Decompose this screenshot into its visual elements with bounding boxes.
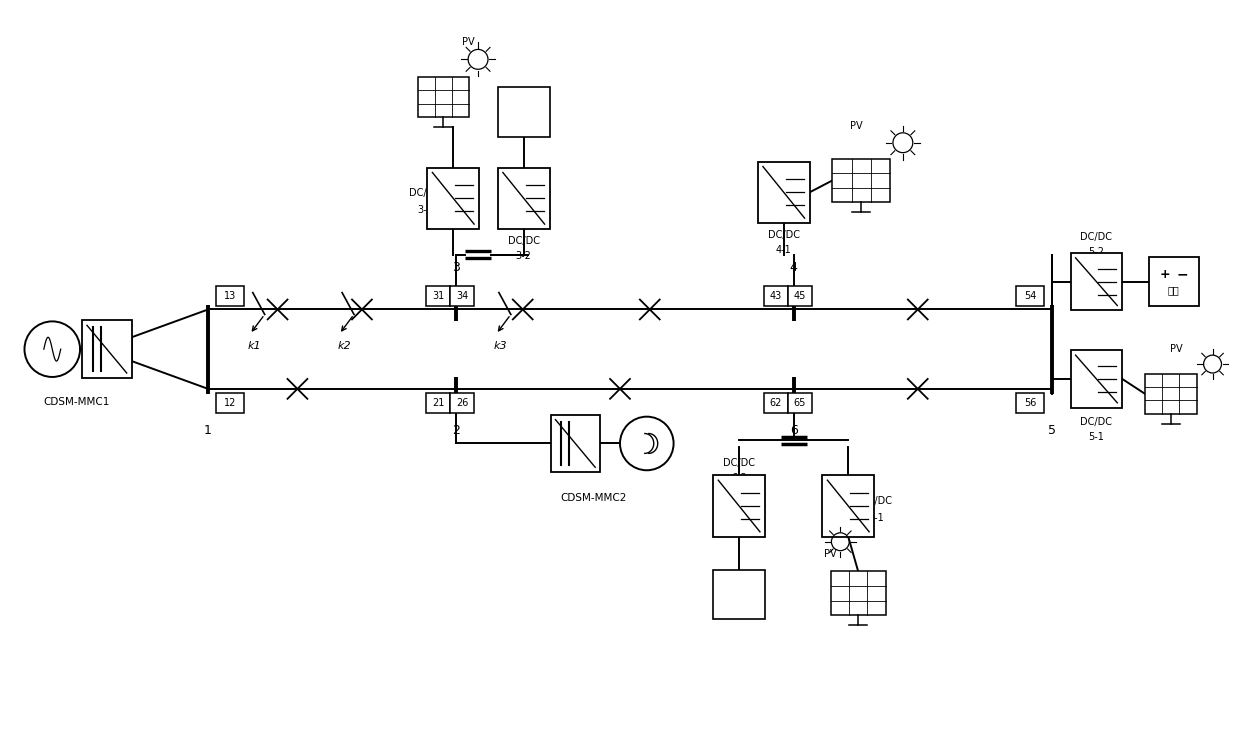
- Text: 62: 62: [770, 398, 782, 408]
- Text: 13: 13: [223, 291, 236, 301]
- Text: 4: 4: [790, 261, 797, 275]
- Bar: [82, 321, 131, 378]
- Text: 1: 1: [205, 424, 212, 437]
- Text: PV: PV: [849, 121, 863, 131]
- Text: 5: 5: [1048, 424, 1055, 437]
- Bar: [1149, 257, 1199, 307]
- Text: 直流: 直流: [517, 96, 529, 106]
- Text: k3: k3: [494, 341, 507, 351]
- Text: 负荷: 负荷: [517, 114, 529, 124]
- Text: DC/DC: DC/DC: [1080, 417, 1112, 426]
- Text: DC/DC: DC/DC: [409, 188, 441, 199]
- Bar: [427, 393, 450, 413]
- Text: k2: k2: [337, 341, 351, 351]
- Text: 43: 43: [770, 291, 782, 301]
- Bar: [1016, 393, 1044, 413]
- Text: 34: 34: [456, 291, 469, 301]
- Text: 2: 2: [453, 424, 460, 437]
- Bar: [1070, 253, 1122, 310]
- Text: DC/DC: DC/DC: [723, 458, 755, 468]
- Text: k1: k1: [248, 341, 262, 351]
- Bar: [450, 286, 474, 306]
- Text: 31: 31: [433, 291, 444, 301]
- Text: 21: 21: [433, 398, 445, 408]
- Text: 3: 3: [453, 261, 460, 275]
- Text: 直流: 直流: [733, 580, 745, 591]
- Text: 6-2: 6-2: [732, 473, 746, 483]
- Text: PV: PV: [825, 548, 837, 559]
- Text: 6-1: 6-1: [868, 513, 884, 523]
- Text: DC/DC: DC/DC: [768, 230, 800, 240]
- Bar: [832, 158, 890, 202]
- Bar: [216, 286, 244, 306]
- Bar: [1070, 350, 1122, 408]
- Bar: [216, 393, 244, 413]
- Text: 26: 26: [456, 398, 469, 408]
- Text: 56: 56: [1024, 398, 1037, 408]
- Text: 54: 54: [1024, 291, 1037, 301]
- Bar: [427, 286, 450, 306]
- Text: PV: PV: [1169, 344, 1182, 354]
- Text: CDSM-MMC2: CDSM-MMC2: [560, 493, 626, 503]
- Bar: [551, 414, 600, 472]
- Bar: [713, 475, 765, 536]
- Text: DC/DC: DC/DC: [507, 236, 539, 246]
- Bar: [498, 87, 549, 137]
- Text: 5-2: 5-2: [1089, 247, 1105, 257]
- Text: 储能: 储能: [1168, 286, 1179, 295]
- Text: 4-1: 4-1: [776, 245, 791, 255]
- Text: 3-1: 3-1: [418, 205, 433, 215]
- Bar: [831, 571, 885, 615]
- Text: +: +: [1159, 269, 1171, 281]
- Bar: [498, 167, 549, 229]
- Bar: [713, 569, 765, 619]
- Text: −: −: [1177, 268, 1189, 282]
- Text: 3-2: 3-2: [516, 251, 532, 261]
- Bar: [1145, 374, 1197, 414]
- Bar: [787, 393, 811, 413]
- Bar: [428, 167, 479, 229]
- Text: 12: 12: [223, 398, 236, 408]
- Text: CDSM-MMC1: CDSM-MMC1: [43, 397, 109, 407]
- Bar: [1016, 286, 1044, 306]
- Text: PV: PV: [461, 37, 475, 48]
- Bar: [758, 161, 810, 223]
- Text: 5-1: 5-1: [1089, 432, 1105, 441]
- Text: 负荷: 负荷: [733, 598, 745, 609]
- Text: DC/DC: DC/DC: [1080, 232, 1112, 242]
- Bar: [418, 77, 469, 117]
- Bar: [764, 286, 787, 306]
- Bar: [450, 393, 474, 413]
- Text: DC/DC: DC/DC: [861, 496, 892, 506]
- Bar: [822, 475, 874, 536]
- Text: 45: 45: [794, 291, 806, 301]
- Text: 65: 65: [794, 398, 806, 408]
- Bar: [764, 393, 787, 413]
- Text: 6: 6: [790, 424, 797, 437]
- Bar: [787, 286, 811, 306]
